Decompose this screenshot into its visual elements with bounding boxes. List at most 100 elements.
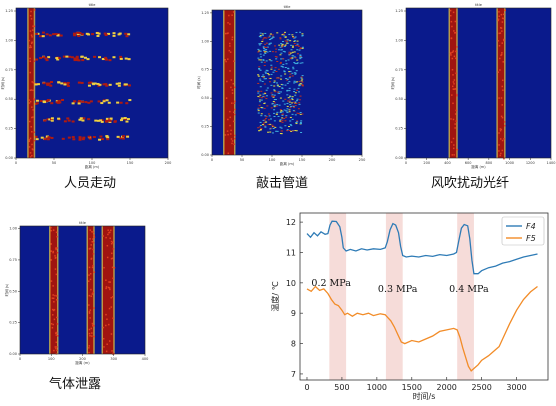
heatmap-event-pixel — [86, 58, 90, 61]
heatmap-band-edge — [27, 8, 29, 158]
heatmap-event-pixel — [73, 57, 77, 60]
heatmap-event-pixel — [113, 120, 117, 123]
heatmap-band-texture — [107, 286, 110, 289]
heatmap-noise-pixel — [271, 37, 274, 39]
heatmap-panel-walking: title 0.00 0.25 0.50 0.75 1.00 1.25 0 50 100 150 20… — [0, 0, 180, 195]
heatmap-noise-pixel — [292, 68, 295, 70]
heatmap-band-texture — [497, 18, 500, 20]
heatmap-noise-pixel — [291, 51, 294, 53]
caption-knocking: 敲击管道 — [255, 176, 308, 191]
heatmap-noise-pixel — [266, 70, 269, 72]
heatmap-band-texture — [90, 295, 93, 297]
heatmap-band-texture — [31, 154, 33, 157]
heatmap-band-texture — [452, 85, 454, 88]
heatmap-event-pixel — [48, 118, 52, 121]
heatmap-event-pixel — [97, 100, 101, 103]
heatmap-event-pixel — [66, 117, 70, 120]
heatmap-band-texture — [50, 226, 52, 229]
heatmap-noise-pixel — [273, 106, 276, 108]
heatmap-noise-pixel — [289, 116, 292, 118]
heatmap-noise-pixel — [296, 81, 299, 83]
heatmap-band-texture — [502, 61, 504, 63]
heatmap-band-texture — [449, 9, 452, 12]
heatmap-band-texture — [231, 140, 234, 142]
heatmap-noise-pixel — [296, 89, 299, 91]
heatmap-band-texture — [500, 53, 503, 56]
heatmap-y-tick-label: 1.00 — [5, 38, 13, 42]
heatmap-noise-pixel — [297, 45, 300, 47]
heatmap-band-texture — [501, 17, 504, 20]
heatmap-noise-pixel — [260, 106, 263, 108]
heatmap-noise-pixel — [291, 34, 294, 36]
heatmap-noise-pixel — [262, 93, 265, 95]
heatmap-noise-pixel — [257, 112, 260, 114]
heatmap-noise-pixel — [268, 74, 271, 76]
heatmap-x-tick-label: 50 — [240, 158, 244, 162]
heatmap-noise-pixel — [290, 49, 293, 51]
heatmap-event-pixel — [82, 136, 86, 139]
heatmap-band-texture — [112, 277, 114, 280]
heatmap-band-texture — [33, 131, 35, 134]
heatmap-noise-pixel — [270, 66, 273, 68]
heatmap-noise-pixel — [288, 54, 291, 56]
heatmap-band-texture — [90, 258, 92, 260]
heatmap-noise-pixel — [275, 105, 278, 107]
heatmap-band-edge — [496, 8, 498, 158]
heatmap-noise-pixel — [265, 49, 268, 51]
heatmap-noise-pixel — [294, 92, 297, 94]
heatmap-noise-pixel — [262, 59, 265, 61]
heatmap-y-label: 时间 (s) — [4, 283, 9, 296]
heatmap-noise-pixel — [262, 74, 265, 76]
heatmap-noise-pixel — [278, 44, 281, 46]
heatmap-noise-pixel — [282, 58, 285, 60]
heatmap-y-tick-label: 0.00 — [395, 156, 403, 160]
heatmap-band-texture — [89, 229, 92, 231]
x-tick-label: 1000 — [367, 383, 387, 392]
heatmap-band-texture — [92, 231, 95, 234]
heatmap-noise-pixel — [268, 119, 271, 121]
heatmap-x-label: 距离 (m) — [75, 360, 90, 365]
heatmap-band-texture — [503, 138, 505, 140]
heatmap-noise-pixel — [289, 76, 292, 78]
heatmap-noise-pixel — [296, 112, 299, 114]
heatmap-noise-pixel — [284, 67, 287, 69]
heatmap-band-texture — [54, 268, 57, 270]
heatmap-band — [224, 10, 235, 155]
heatmap-noise-pixel — [296, 121, 299, 123]
heatmap-noise-pixel — [288, 81, 291, 83]
heatmap-y-tick-label: 0.75 — [5, 68, 13, 72]
heatmap-y-tick-label: 0.25 — [5, 127, 13, 131]
heatmap-band-texture — [232, 111, 235, 114]
heatmap-noise-pixel — [289, 104, 292, 106]
heatmap-band-texture — [234, 86, 236, 89]
heatmap-x-tick-label: 150 — [299, 158, 306, 162]
heatmap-noise-pixel — [290, 52, 293, 54]
heatmap-band-texture — [450, 20, 453, 23]
x-tick-label: 0 — [304, 383, 309, 392]
heatmap-band-texture — [55, 341, 58, 344]
heatmap-x-tick-label: 100 — [269, 158, 276, 162]
heatmap-noise-pixel — [294, 73, 297, 75]
heatmap-noise-pixel — [299, 62, 302, 64]
heatmap-event-pixel — [100, 120, 104, 123]
heatmap-noise-pixel — [286, 130, 289, 132]
heatmap-noise-pixel — [292, 55, 295, 57]
heatmap-band-texture — [227, 152, 230, 155]
heatmap-noise-pixel — [286, 89, 289, 91]
heatmap-noise-pixel — [291, 75, 294, 77]
heatmap-noise-pixel — [259, 129, 262, 131]
heatmap-event-pixel — [108, 59, 112, 62]
heatmap-noise-pixel — [279, 61, 282, 63]
heatmap-noise-pixel — [269, 77, 272, 79]
y-tick-label: 12 — [286, 218, 296, 227]
heatmap-noise-pixel — [279, 112, 282, 114]
heatmap-band-texture — [110, 296, 112, 299]
heatmap-event-pixel — [104, 83, 108, 86]
heatmap-noise-pixel — [280, 127, 283, 129]
heatmap-noise-pixel — [293, 101, 296, 103]
heatmap-band-texture — [91, 230, 93, 233]
heatmap-event-pixel — [103, 32, 107, 35]
heatmap-event-pixel — [35, 58, 39, 61]
heatmap-noise-pixel — [272, 127, 275, 129]
heatmap-band-texture — [33, 60, 36, 62]
